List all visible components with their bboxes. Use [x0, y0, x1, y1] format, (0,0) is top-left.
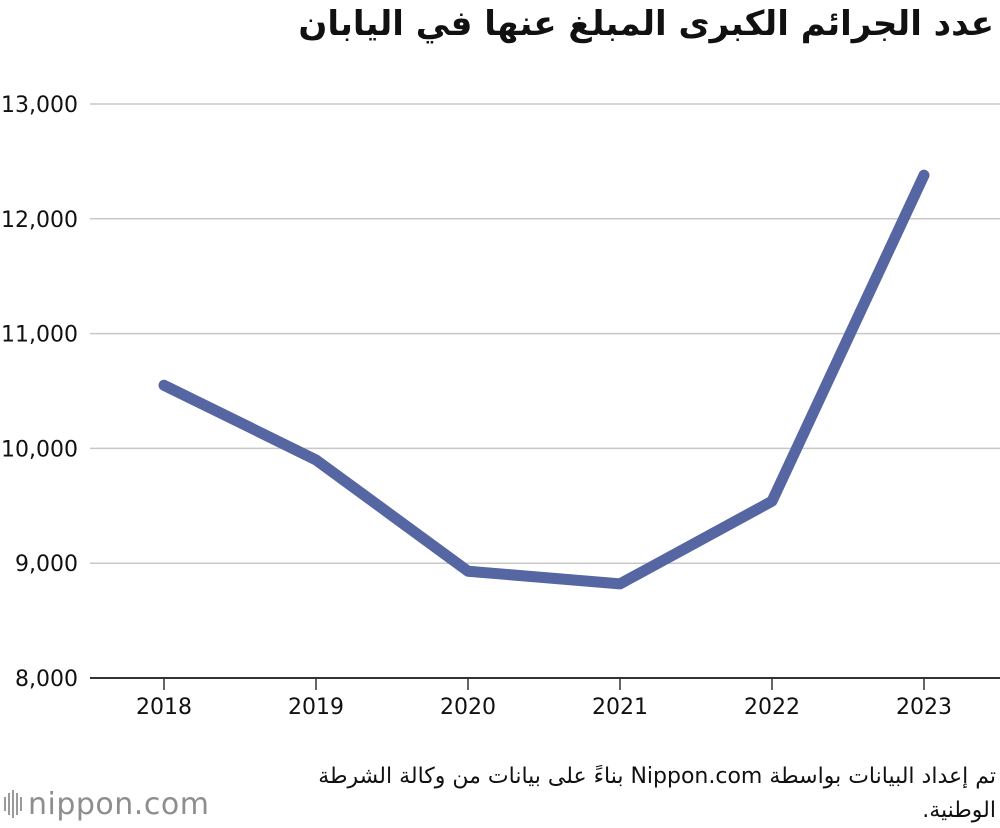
- x-tick-label: 2018: [136, 695, 192, 720]
- chart-title: عدد الجرائم الكبرى المبلغ عنها في اليابا…: [298, 4, 994, 44]
- nippon-logo: nippon.com: [4, 784, 209, 824]
- y-tick-label: 10,000: [1, 437, 78, 462]
- x-tick-label: 2019: [288, 695, 344, 720]
- y-tick-label: 9,000: [15, 552, 78, 577]
- gridlines: [90, 103, 1000, 564]
- x-axis: 2018 2019 2020 2021 2022 2023: [90, 677, 1000, 720]
- logo-wordmark: nippon.com: [28, 786, 210, 822]
- x-tick-label: 2021: [592, 695, 648, 720]
- y-tick-label: 11,000: [1, 323, 78, 348]
- x-tick-label: 2022: [744, 695, 800, 720]
- logo-mark-icon: [4, 790, 22, 818]
- series-line: [158, 169, 930, 590]
- y-tick-label: 8,000: [15, 667, 78, 692]
- y-tick-label: 12,000: [1, 208, 78, 233]
- y-axis-tick-labels: 8,000 9,000 10,000 11,000 12,000 13,000: [1, 93, 78, 692]
- series-polyline: [158, 169, 930, 590]
- x-tick-label: 2020: [440, 695, 496, 720]
- y-tick-label: 13,000: [1, 93, 78, 118]
- source-note: تم إعداد البيانات بواسطة Nippon.com بناء…: [318, 764, 996, 823]
- x-tick-label: 2023: [896, 695, 952, 720]
